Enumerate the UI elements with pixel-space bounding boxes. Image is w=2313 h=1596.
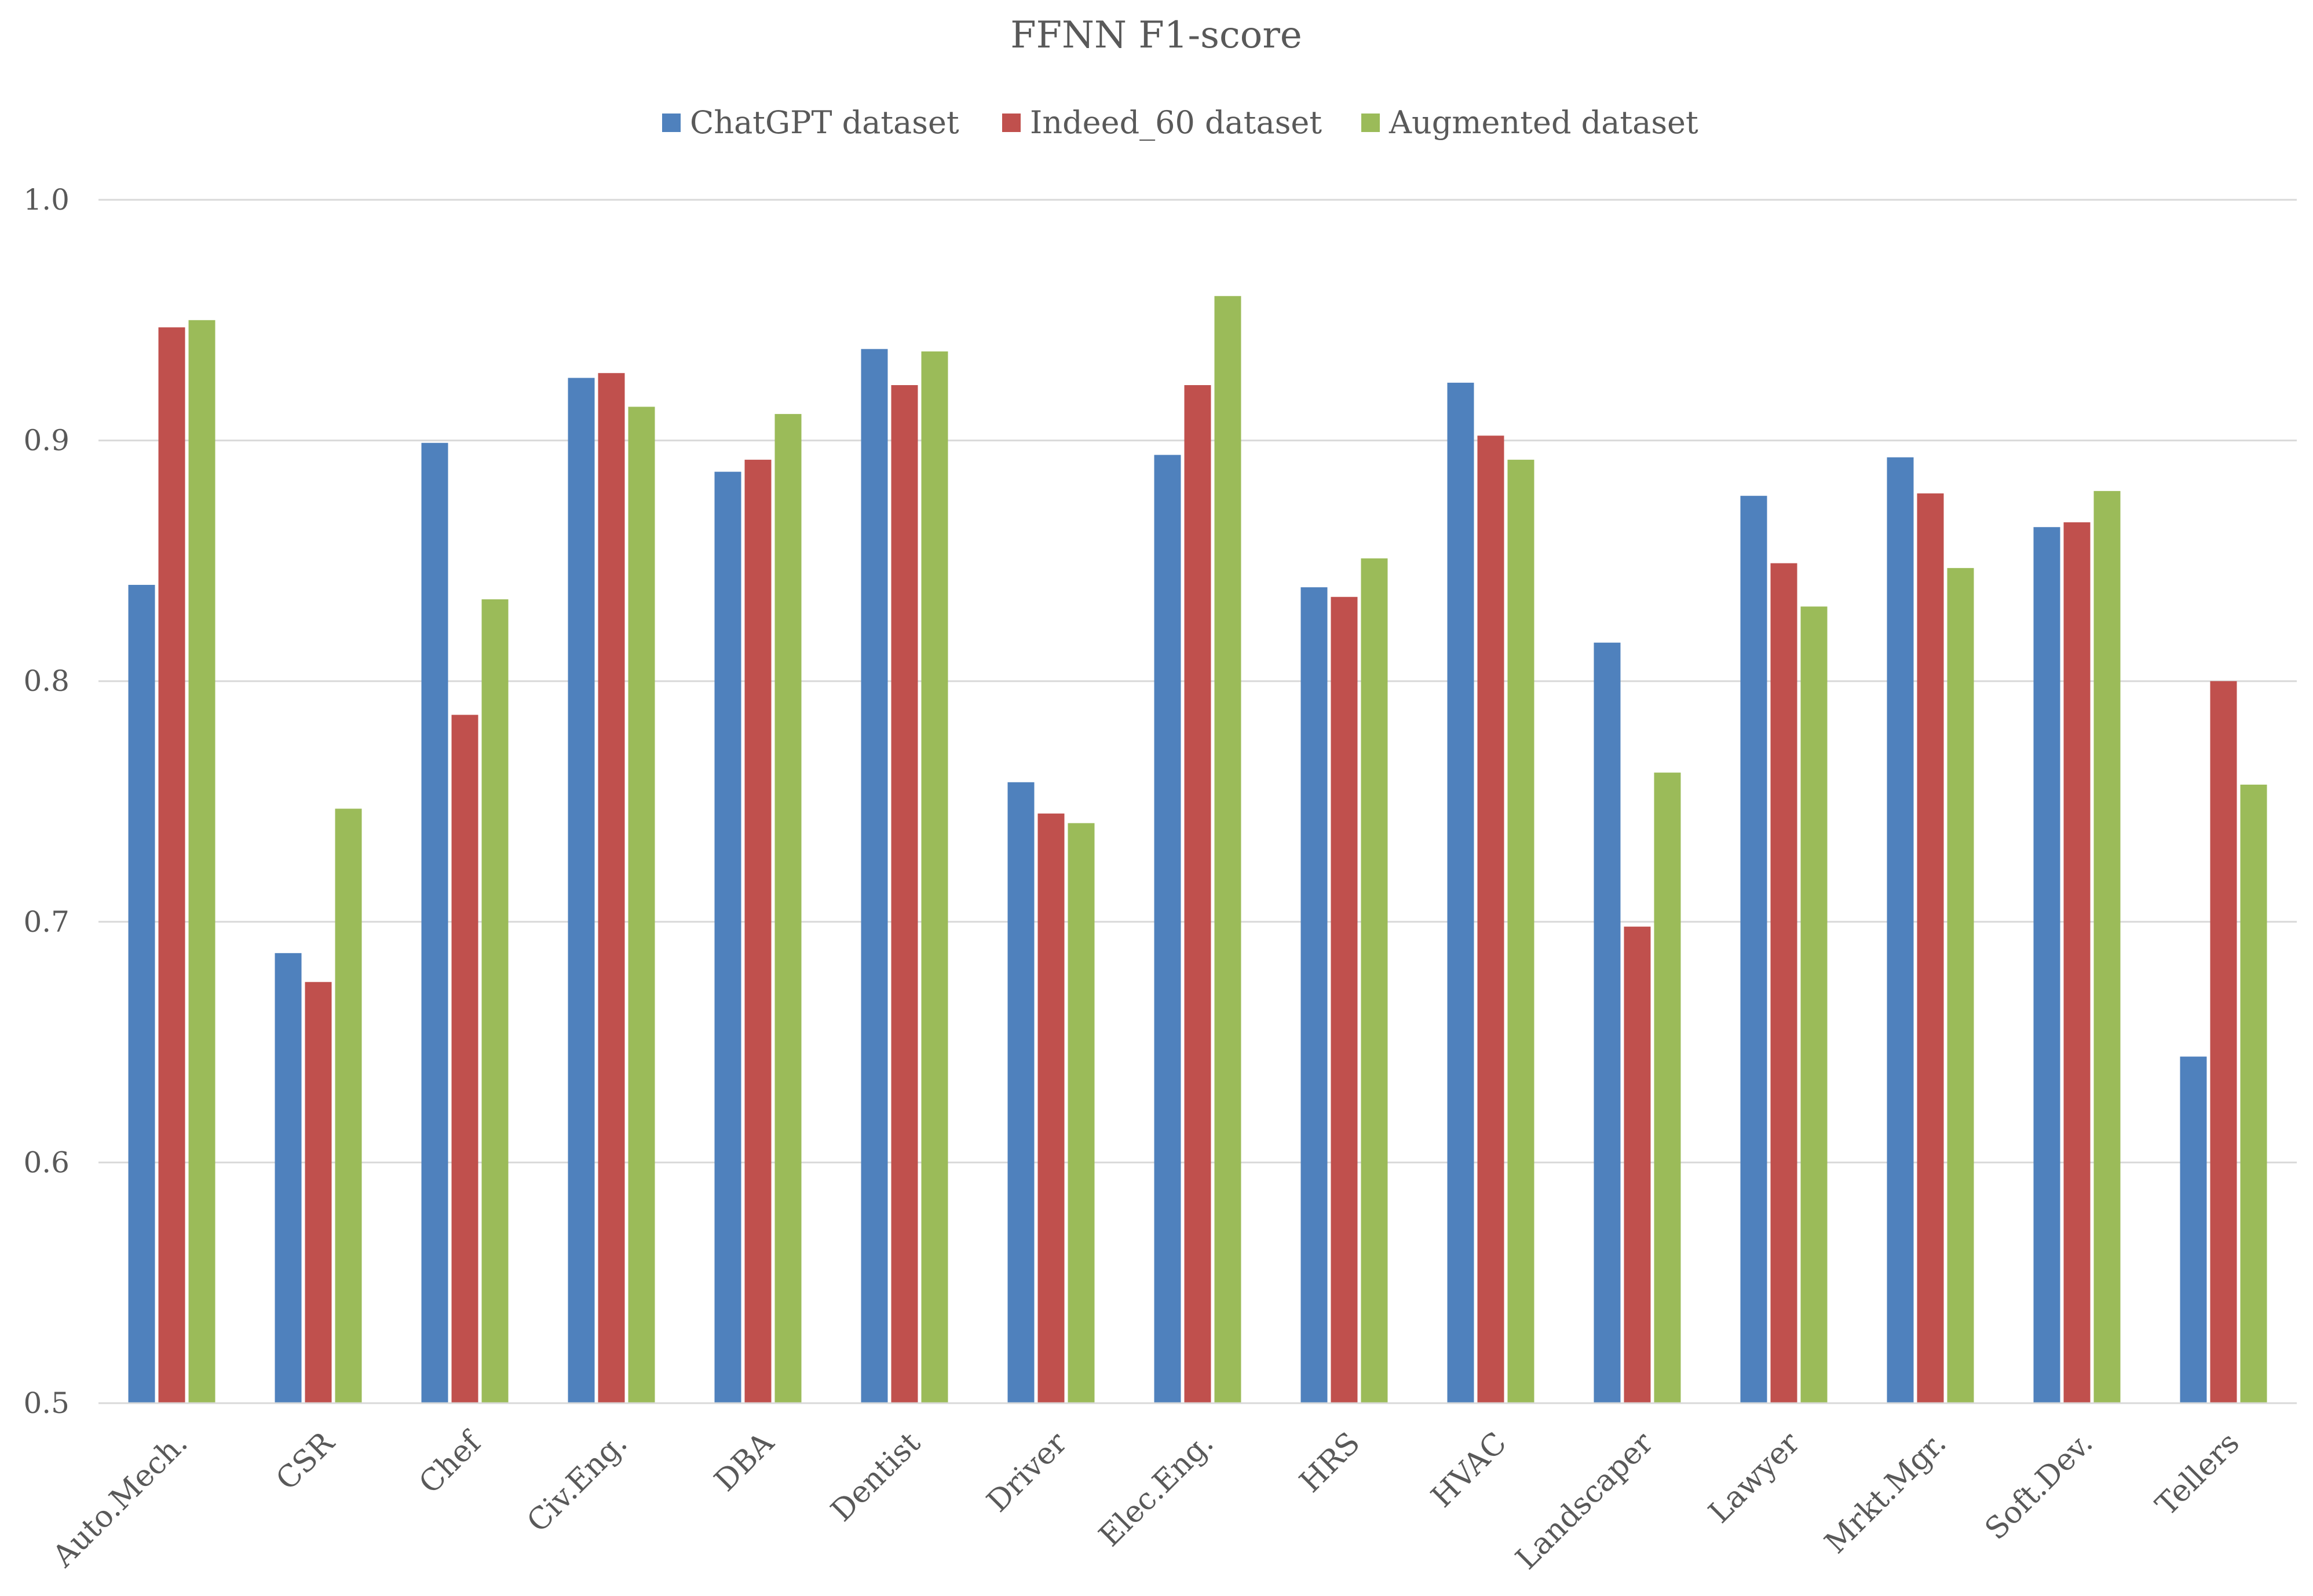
bar-auto-mech-augmented-dataset: [188, 320, 215, 1403]
bar-soft-dev-augmented-dataset: [2093, 490, 2121, 1403]
bar-tellers-indeed-60-dataset: [2210, 681, 2237, 1403]
bar-driver-indeed-60-dataset: [1037, 813, 1065, 1403]
x-category-label: Lawyer: [1702, 1426, 1806, 1530]
x-category-label: Tellers: [2149, 1426, 2246, 1523]
x-category-label: DBA: [708, 1425, 781, 1499]
bar-soft-dev-chatgpt-dataset: [2033, 527, 2060, 1403]
bar-dba-augmented-dataset: [774, 413, 802, 1403]
legend-swatch-indeed-60-dataset: [1002, 114, 1021, 132]
y-tick-label: 0.5: [23, 1386, 70, 1420]
bar-dba-chatgpt-dataset: [714, 471, 741, 1404]
x-category-label: Dentist: [824, 1426, 927, 1529]
bar-dentist-augmented-dataset: [921, 351, 948, 1403]
x-category-label: HVAC: [1424, 1426, 1513, 1514]
bar-auto-mech-indeed-60-dataset: [158, 327, 185, 1403]
bar-lawyer-indeed-60-dataset: [1770, 563, 1797, 1403]
bar-civ-eng-augmented-dataset: [628, 407, 655, 1403]
x-category-label: Civ.Eng.: [521, 1426, 634, 1539]
bar-dentist-chatgpt-dataset: [861, 349, 888, 1403]
bar-csr-augmented-dataset: [335, 808, 362, 1403]
bar-csr-chatgpt-dataset: [275, 953, 302, 1403]
bar-elec-eng-chatgpt-dataset: [1154, 455, 1181, 1403]
bar-csr-indeed-60-dataset: [305, 982, 332, 1403]
bar-mrkt-mgr-chatgpt-dataset: [1887, 457, 1914, 1403]
y-tick-label: 0.9: [23, 424, 70, 457]
bar-civ-eng-chatgpt-dataset: [568, 378, 595, 1404]
bar-driver-augmented-dataset: [1068, 823, 1095, 1403]
bar-mrkt-mgr-augmented-dataset: [1947, 568, 1974, 1404]
bar-driver-chatgpt-dataset: [1007, 782, 1035, 1403]
bar-hrs-chatgpt-dataset: [1300, 587, 1328, 1404]
x-category-label: Soft.Dev.: [1979, 1426, 2100, 1547]
x-category-label: Elec.Eng.: [1092, 1426, 1221, 1554]
bar-civ-eng-indeed-60-dataset: [598, 373, 625, 1404]
bar-landscaper-augmented-dataset: [1654, 773, 1681, 1403]
bar-hvac-augmented-dataset: [1507, 459, 1534, 1403]
bar-tellers-chatgpt-dataset: [2180, 1056, 2207, 1403]
bar-auto-mech-chatgpt-dataset: [128, 584, 155, 1404]
bar-soft-dev-indeed-60-dataset: [2063, 522, 2091, 1403]
x-category-label: CSR: [269, 1425, 342, 1497]
bar-mrkt-mgr-indeed-60-dataset: [1917, 493, 1944, 1403]
bar-lawyer-chatgpt-dataset: [1740, 496, 1767, 1403]
x-category-label: Driver: [980, 1426, 1073, 1519]
x-category-label: Chef: [412, 1424, 489, 1500]
legend: ChatGPT dataset Indeed_60 dataset Augmente…: [662, 104, 1698, 141]
bars: [128, 296, 2267, 1404]
bar-hrs-indeed-60-dataset: [1331, 596, 1358, 1403]
x-category-label: Mrkt.Mgr.: [1818, 1426, 1953, 1561]
x-category-label: HRS: [1293, 1426, 1366, 1499]
bar-chef-augmented-dataset: [481, 599, 509, 1403]
bar-lawyer-augmented-dataset: [1800, 606, 1828, 1403]
y-axis-ticks: 0.5 0.6 0.7 0.8 0.9 1.0: [23, 183, 70, 1420]
legend-label-indeed-60-dataset: Indeed_60 dataset: [1030, 104, 1322, 141]
legend-swatch-chatgpt-dataset: [662, 114, 681, 132]
x-category-label: Auto.Mech.: [46, 1426, 195, 1575]
bar-elec-eng-augmented-dataset: [1214, 296, 1241, 1403]
legend-label-augmented-dataset: Augmented dataset: [1388, 104, 1698, 141]
x-category-label: Landscaper: [1509, 1426, 1660, 1576]
bar-hvac-chatgpt-dataset: [1447, 382, 1474, 1404]
y-tick-label: 0.6: [23, 1145, 70, 1179]
chart-title: FFNN F1-score: [1010, 14, 1302, 57]
legend-label-chatgpt-dataset: ChatGPT dataset: [690, 104, 959, 141]
y-tick-label: 0.8: [23, 664, 70, 698]
bar-elec-eng-indeed-60-dataset: [1184, 385, 1211, 1404]
bar-chef-indeed-60-dataset: [451, 715, 478, 1403]
bar-landscaper-indeed-60-dataset: [1624, 927, 1651, 1403]
bar-landscaper-chatgpt-dataset: [1594, 642, 1621, 1403]
bar-dba-indeed-60-dataset: [744, 459, 772, 1403]
bar-dentist-indeed-60-dataset: [891, 385, 918, 1404]
bar-tellers-augmented-dataset: [2240, 784, 2267, 1403]
bar-hrs-augmented-dataset: [1361, 558, 1388, 1403]
legend-swatch-augmented-dataset: [1361, 114, 1380, 132]
bar-hvac-indeed-60-dataset: [1477, 435, 1504, 1403]
x-axis-categories: Auto.Mech. CSR Chef Civ.Eng. DBA Dentist Drive…: [46, 1424, 2246, 1576]
y-tick-label: 0.7: [23, 905, 70, 939]
bar-chef-chatgpt-dataset: [421, 442, 448, 1403]
y-tick-label: 1.0: [23, 183, 70, 217]
